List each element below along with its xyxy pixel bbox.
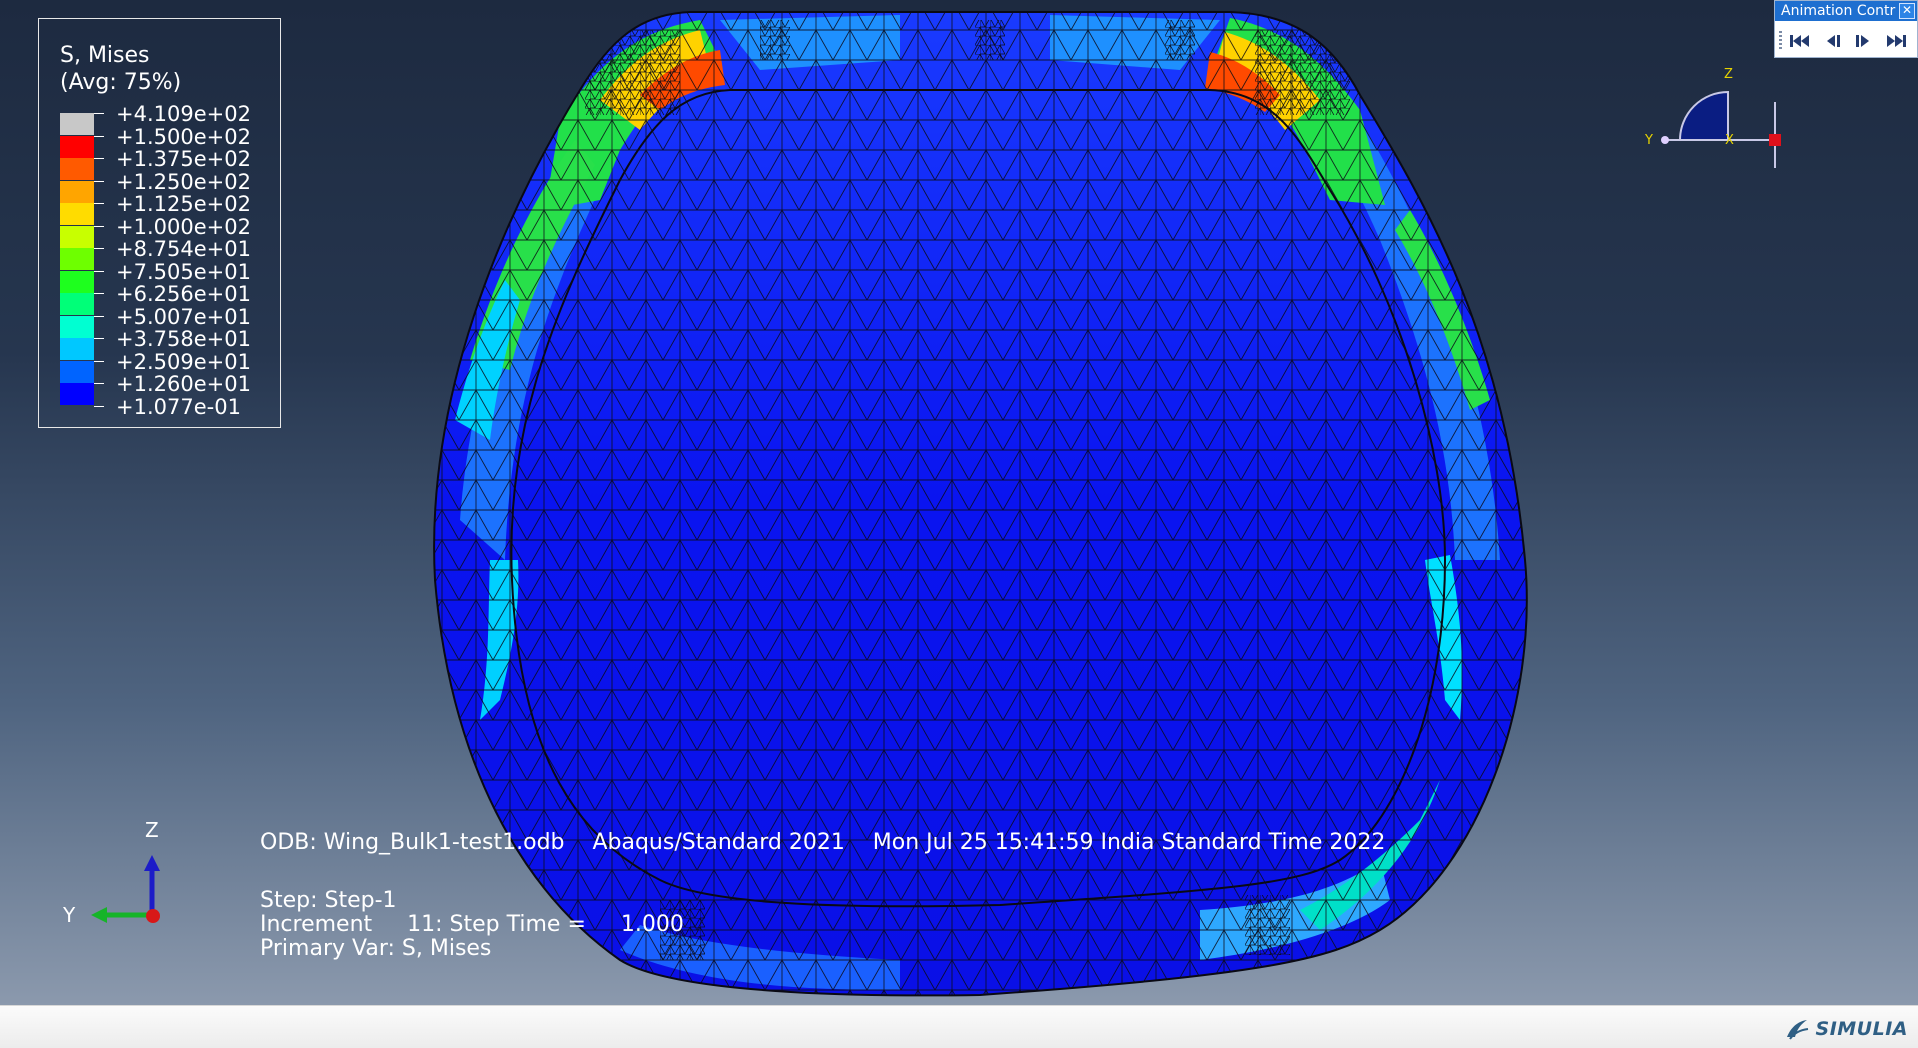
legend-value-label: +1.077e-01 [116, 394, 241, 419]
legend-tick [94, 135, 104, 137]
view-y-label: Y [1644, 133, 1653, 148]
coordinate-triad: Z Y [62, 818, 160, 927]
close-icon[interactable]: ✕ [1899, 3, 1915, 19]
legend-tick [94, 158, 104, 159]
legend-value-label: +1.260e+01 [116, 372, 251, 396]
viewport[interactable]: S, Mises (Avg: 75%) +4.109e+02 +1.500e+02… [0, 0, 1918, 1005]
legend-swatch [60, 383, 94, 405]
step-line: Step: Step-1 [260, 888, 397, 913]
increment-line: Increment 11: Step Time = 1.000 [260, 912, 684, 937]
legend-swatch [60, 338, 94, 360]
legend-row: +6.256e+01 [60, 282, 270, 315]
legend-row: +8.754e+01 [60, 237, 270, 270]
ds-logo-icon [1786, 1020, 1808, 1040]
view-x-label: X [1725, 133, 1734, 148]
legend-tick [94, 383, 104, 384]
next-frame-icon[interactable] [1851, 31, 1877, 51]
legend-tick [94, 203, 104, 204]
animation-control-title[interactable]: Animation Contr [1775, 1, 1917, 21]
primary-var-line: Primary Var: S, Mises [260, 936, 492, 961]
legend-row: +1.250e+02 [60, 169, 270, 203]
legend-row: +1.125e+02 [60, 192, 270, 225]
legend-row: +1.077e-01 [60, 394, 270, 419]
legend-tick [94, 360, 104, 362]
animation-control-toolbar[interactable]: Animation Contr ✕ [1774, 0, 1918, 58]
legend-row: +1.500e+02 [60, 124, 270, 158]
legend-row: +2.509e+01 [60, 349, 270, 383]
legend-swatch [60, 158, 94, 180]
view-y-handle[interactable] [1661, 136, 1669, 144]
legend-value-label: +1.375e+02 [116, 147, 251, 171]
legend-swatch [60, 248, 94, 270]
legend-swatch [60, 203, 94, 225]
legend-title: S, Mises [60, 43, 150, 68]
legend-row: +1.375e+02 [60, 147, 270, 180]
contour-legend: S, Mises (Avg: 75%) +4.109e+02 +1.500e+02… [38, 18, 281, 428]
legend-tick [94, 113, 104, 114]
legend-row: +3.758e+01 [60, 327, 270, 360]
first-frame-icon[interactable] [1787, 31, 1813, 51]
legend-value-label: +1.000e+02 [116, 214, 251, 239]
bottom-bar: SIMULIA [0, 1005, 1918, 1048]
legend-value-label: +8.754e+01 [116, 237, 251, 261]
legend-swatch [60, 180, 94, 203]
legend-tick [94, 270, 104, 272]
x-axis-dot [146, 909, 160, 923]
toolbar-grip-handle[interactable] [1779, 31, 1782, 51]
legend-value-label: +1.500e+02 [116, 124, 251, 149]
legend-value-label: +4.109e+02 [116, 102, 251, 126]
legend-tick [94, 225, 104, 227]
legend-row: +4.109e+02 [60, 102, 270, 135]
z-axis-arrowhead [144, 855, 160, 871]
simulia-logo: SIMULIA [1784, 1016, 1908, 1042]
legend-swatch [60, 135, 94, 158]
legend-tick [94, 248, 104, 249]
view-origin-handle[interactable] [1769, 134, 1781, 146]
legend-tick [94, 293, 104, 294]
legend-value-label: +1.125e+02 [116, 192, 251, 216]
odb-info-line: ODB: Wing_Bulk1-test1.odb Abaqus/Standar… [260, 830, 1386, 855]
legend-row: +7.505e+01 [60, 259, 270, 293]
legend-tick [94, 405, 104, 407]
legend-row: +1.260e+01 [60, 372, 270, 405]
previous-frame-icon[interactable] [1819, 31, 1845, 51]
fe-model-contour-plot[interactable] [0, 0, 1918, 1005]
legend-value-label: +5.007e+01 [116, 304, 251, 329]
legend-value-label: +3.758e+01 [116, 327, 251, 351]
last-frame-icon[interactable] [1883, 31, 1909, 51]
triad-z-label: Z [145, 818, 159, 842]
legend-swatch [60, 315, 94, 338]
legend-tick [94, 338, 104, 339]
legend-swatch [60, 225, 94, 248]
legend-value-label: +7.505e+01 [116, 259, 251, 284]
legend-row: +5.007e+01 [60, 304, 270, 338]
animation-buttons [1775, 23, 1917, 57]
legend-swatch [60, 113, 94, 135]
legend-subtitle: (Avg: 75%) [60, 70, 182, 95]
legend-value-label: +1.250e+02 [116, 169, 251, 194]
triad-y-label: Y [62, 903, 76, 927]
view-quadrant-icon[interactable] [1678, 90, 1729, 141]
legend-value-label: +2.509e+01 [116, 349, 251, 374]
legend-value-label: +6.256e+01 [116, 282, 251, 306]
legend-swatch [60, 360, 94, 383]
y-axis-arrowhead [91, 907, 107, 923]
legend-swatch [60, 270, 94, 293]
view-manipulator[interactable]: Z Y X [1635, 60, 1785, 175]
brand-name: SIMULIA [1815, 1018, 1908, 1040]
legend-tick [94, 180, 104, 182]
legend-swatch [60, 293, 94, 315]
legend-tick [94, 315, 104, 317]
legend-row: +1.000e+02 [60, 214, 270, 248]
view-z-label: Z [1724, 67, 1733, 82]
